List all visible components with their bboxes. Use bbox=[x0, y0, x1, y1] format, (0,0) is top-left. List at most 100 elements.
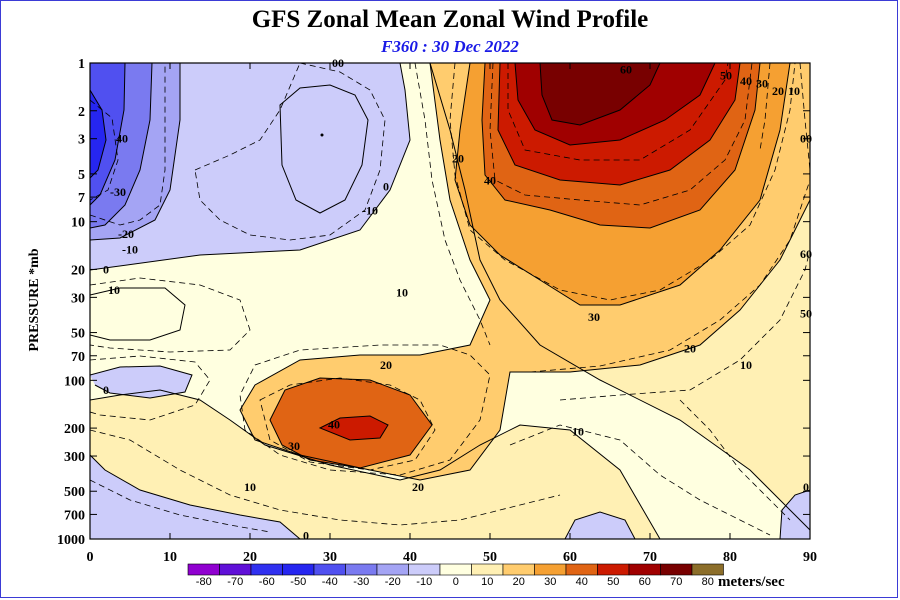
fill-easterly-cell-10 bbox=[280, 85, 368, 213]
contour-label: 30 bbox=[288, 439, 300, 453]
fill-70-plus-upper bbox=[540, 63, 660, 125]
x-tick-label: 50 bbox=[483, 550, 497, 565]
colorbar-label: 0 bbox=[453, 576, 459, 588]
colorbar-label: -50 bbox=[290, 576, 306, 588]
colorbar-label: -70 bbox=[227, 576, 243, 588]
x-tick-label: 80 bbox=[723, 550, 737, 565]
colorbar-swatch bbox=[628, 563, 661, 576]
contour-label: 20 bbox=[684, 341, 696, 355]
chart-title: GFS Zonal Mean Zonal Wind Profile bbox=[251, 6, 649, 33]
contour-label: -30 bbox=[110, 185, 126, 199]
y-tick-label: 10 bbox=[71, 216, 85, 231]
colorbar-swatch bbox=[313, 563, 346, 576]
plot-border bbox=[89, 62, 811, 540]
colorbar-label: 30 bbox=[544, 576, 556, 588]
colorbar-label: 10 bbox=[481, 576, 493, 588]
y-axis-label: PRESSURE *mb bbox=[27, 248, 42, 351]
contour-label: 20 bbox=[452, 152, 464, 166]
x-tick-label: 40 bbox=[403, 550, 417, 565]
contour-label: -10 bbox=[362, 203, 378, 217]
contour-label: 10 bbox=[108, 283, 120, 297]
colorbar-swatch bbox=[691, 563, 724, 576]
y-tick-label: 50 bbox=[71, 327, 85, 342]
contour-label: 0 bbox=[803, 480, 809, 494]
solid-contours bbox=[90, 63, 810, 539]
plot-area bbox=[90, 63, 810, 539]
colorbar-label: 60 bbox=[639, 576, 651, 588]
colorbar-swatch bbox=[250, 563, 283, 576]
contour-label: 30 bbox=[588, 310, 600, 324]
colorbar-label: 80 bbox=[702, 576, 714, 588]
contour-label: 0 bbox=[103, 262, 109, 276]
contour-label: 10 bbox=[740, 358, 752, 372]
fill-easterly-bottom-mid bbox=[565, 512, 635, 539]
y-tick-label: 1000 bbox=[57, 533, 85, 548]
colorbar-label: 40 bbox=[576, 576, 588, 588]
colorbar-label: -30 bbox=[353, 576, 369, 588]
colorbar-units: meters/sec bbox=[718, 574, 785, 590]
fill-easterly-30 bbox=[90, 63, 125, 205]
contour-label: 10 bbox=[572, 424, 584, 438]
contour-label: 40 bbox=[484, 173, 496, 187]
colorbar-swatch bbox=[660, 563, 693, 576]
colorbar: -80 -70 -60 -50 -40 -30 -20 -10 0 10 20 30 40 50 60 70 8… bbox=[187, 563, 724, 588]
colorbar-swatch bbox=[565, 563, 598, 576]
x-axis: 0 10 20 30 40 50 60 70 80 90 bbox=[87, 63, 817, 565]
y-tick-label: 7 bbox=[78, 191, 85, 206]
colorbar-swatch bbox=[187, 563, 220, 576]
contour-label: 50 bbox=[800, 307, 812, 321]
contour-label: 40 bbox=[328, 418, 340, 432]
y-tick-label: 5 bbox=[78, 168, 85, 183]
contour-label: 20 bbox=[772, 84, 784, 98]
y-tick-label: 300 bbox=[64, 450, 85, 465]
colorbar-label: -80 bbox=[196, 576, 212, 588]
y-tick-label: 2 bbox=[78, 105, 85, 120]
contour-label: 30 bbox=[756, 77, 768, 91]
x-tick-label: 60 bbox=[563, 550, 577, 565]
colorbar-label: 50 bbox=[607, 576, 619, 588]
colorbar-swatch bbox=[408, 563, 441, 576]
colorbar-swatch bbox=[219, 563, 252, 576]
x-tick-label: 70 bbox=[643, 550, 657, 565]
colorbar-swatch bbox=[597, 563, 630, 576]
contour-label: 0 bbox=[103, 383, 109, 397]
y-tick-label: 3 bbox=[78, 133, 85, 148]
colorbar-label: 70 bbox=[670, 576, 682, 588]
contour-label: 20 bbox=[380, 358, 392, 372]
contour-label: 50 bbox=[720, 69, 732, 83]
colorbar-swatch bbox=[471, 563, 504, 576]
contour-label: -10 bbox=[122, 243, 138, 257]
colorbar-swatch bbox=[502, 563, 535, 576]
x-tick-label: 30 bbox=[323, 550, 337, 565]
contour-label: 0 bbox=[303, 528, 309, 542]
fill-easterly-lower-left bbox=[90, 455, 300, 539]
colorbar-swatch bbox=[345, 563, 378, 576]
contour-label: 40 bbox=[740, 74, 752, 88]
y-tick-label: 30 bbox=[71, 291, 85, 306]
x-tick-label: 0 bbox=[87, 550, 94, 565]
y-tick-label: 1 bbox=[78, 57, 85, 72]
colorbar-swatch bbox=[439, 563, 472, 576]
colorbar-label: 20 bbox=[513, 576, 525, 588]
dashed-contours bbox=[90, 63, 810, 536]
y-tick-label: 500 bbox=[64, 485, 85, 500]
contour-label: 10 bbox=[244, 480, 256, 494]
center-dot-easterly-cell bbox=[320, 133, 324, 137]
contour-label: 10 bbox=[788, 84, 800, 98]
contour-label: 0 bbox=[383, 179, 389, 193]
x-tick-label: 20 bbox=[243, 550, 257, 565]
colorbar-label: -60 bbox=[259, 576, 275, 588]
fill-easterly-small-100mb bbox=[90, 366, 192, 398]
x-tick-label: 90 bbox=[803, 550, 817, 565]
colorbar-swatch bbox=[534, 563, 567, 576]
contour-label: 00 bbox=[332, 56, 344, 70]
y-tick-label: 700 bbox=[64, 508, 85, 523]
chart-subtitle: F360 : 30 Dec 2022 bbox=[381, 37, 519, 56]
y-tick-label: 70 bbox=[71, 350, 85, 365]
contour-label: 60 bbox=[800, 247, 812, 261]
fill-0-10-small bbox=[90, 288, 185, 340]
y-tick-label: 100 bbox=[64, 374, 85, 389]
